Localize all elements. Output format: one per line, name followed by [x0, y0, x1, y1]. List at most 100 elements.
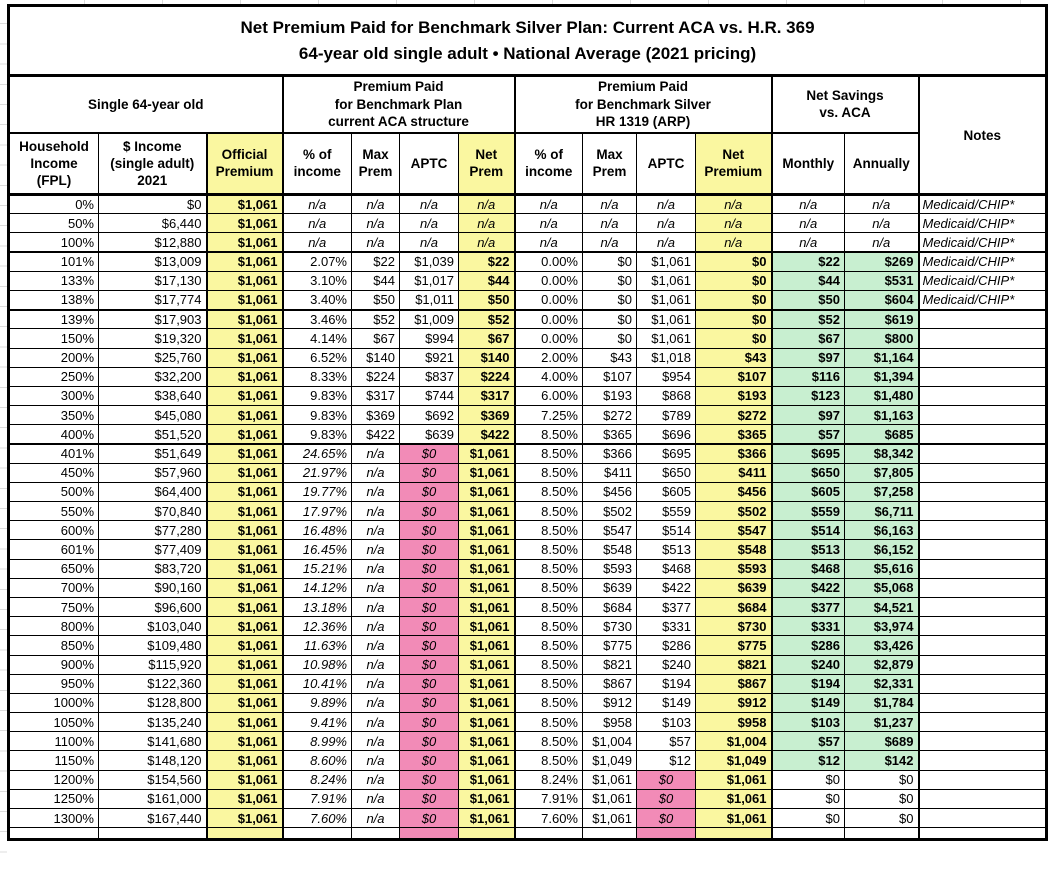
cell-fpl — [8, 827, 99, 841]
cell-arp-max-prem: $867 — [582, 673, 637, 694]
cell-arp-max-prem: $0 — [582, 289, 637, 311]
cell-aca-pct-income: 3.46% — [281, 309, 352, 330]
cell-arp-pct-income: 8.50% — [513, 635, 583, 656]
cell-arp-pct-income: 0.00% — [513, 251, 583, 272]
cell-arp-net-premium: $365 — [695, 424, 772, 445]
cell-arp-pct-income: 8.50% — [513, 462, 583, 483]
cell-savings-monthly: $0 — [770, 788, 845, 810]
cell-arp-pct-income: 8.50% — [513, 654, 583, 675]
cell-savings-monthly: $123 — [770, 385, 845, 407]
cell-savings-monthly: $650 — [770, 462, 845, 483]
cell-official-premium: $1,061 — [205, 577, 283, 598]
cell-aca-aptc: n/a — [399, 232, 459, 254]
cell-savings-annually: $1,163 — [844, 405, 919, 426]
cell-notes — [917, 731, 1048, 752]
cell-official-premium: $1,061 — [205, 788, 283, 810]
cell-fpl: 1250% — [8, 788, 99, 810]
table-row-200%: 200% $25,760 $1,061 6.52% $140 $921 $140 2.00% $… — [8, 347, 1048, 368]
cell-arp-aptc: $422 — [636, 577, 696, 598]
column-header-fpl: Household Income (FPL) — [8, 132, 99, 196]
table-row-1150%: 1150% $148,120 $1,061 8.60% n/a $0 $1,061 8.50%… — [8, 750, 1048, 771]
cell-notes — [917, 558, 1048, 579]
cell-aca-pct-income: 7.91% — [281, 788, 352, 810]
column-header-official-premium: Official Premium — [205, 132, 283, 196]
cell-aca-max-prem: n/a — [351, 500, 400, 522]
cell-official-premium: $1,061 — [205, 654, 283, 675]
cell-fpl: 900% — [8, 654, 99, 675]
cell-savings-annually: $269 — [844, 251, 919, 272]
cell-arp-pct-income — [513, 827, 583, 841]
table-row-133%: 133% $17,130 $1,061 3.10% $44 $1,017 $44 0.00% $… — [8, 270, 1048, 291]
cell-fpl: 1000% — [8, 692, 99, 714]
cell-arp-pct-income: 8.50% — [513, 558, 583, 579]
cell-savings-annually: $3,426 — [844, 635, 919, 656]
cell-aca-aptc: $0 — [399, 481, 459, 503]
cell-notes: Medicaid/CHIP* — [917, 213, 1048, 234]
cell-official-premium: $1,061 — [205, 635, 283, 656]
cell-aca-aptc: $994 — [399, 328, 459, 349]
cell-savings-annually: $619 — [844, 309, 919, 330]
cell-aca-pct-income: 21.97% — [281, 462, 352, 483]
cell-income: $83,720 — [98, 558, 207, 579]
table-row-350%: 350% $45,080 $1,061 9.83% $369 $692 $369 7.25% $… — [8, 405, 1048, 426]
cell-fpl: 300% — [8, 385, 99, 407]
cell-arp-net-premium: $0 — [695, 289, 772, 311]
cell-official-premium: $1,061 — [205, 807, 283, 829]
cell-arp-aptc: $789 — [636, 405, 696, 426]
cell-arp-pct-income: 6.00% — [513, 385, 583, 407]
cell-aca-max-prem: n/a — [351, 481, 400, 503]
table-row-250%: 250% $32,200 $1,061 8.33% $224 $837 $224 4.00% $… — [8, 366, 1048, 387]
cell-notes — [917, 692, 1048, 714]
cell-arp-pct-income: 0.00% — [513, 289, 583, 311]
cell-notes — [917, 827, 1048, 841]
cell-official-premium: $1,061 — [205, 328, 283, 349]
cell-official-premium: $1,061 — [205, 251, 283, 272]
cell-savings-monthly: $468 — [770, 558, 845, 579]
cell-aca-net-prem: $1,061 — [458, 462, 515, 483]
cell-aca-pct-income: 9.89% — [281, 692, 352, 714]
cell-aca-net-prem: $1,061 — [458, 807, 515, 829]
cell-aca-net-prem: $1,061 — [458, 520, 515, 541]
cell-fpl: 1300% — [8, 807, 99, 829]
cell-aca-pct-income: 15.21% — [281, 558, 352, 579]
cell-arp-pct-income: 0.00% — [513, 270, 583, 291]
cell-official-premium: $1,061 — [205, 481, 283, 503]
cell-aca-aptc: $0 — [399, 769, 459, 790]
cell-notes — [917, 788, 1048, 810]
cell-income: $115,920 — [98, 654, 207, 675]
cell-savings-annually: $800 — [844, 328, 919, 349]
cell-official-premium: $1,061 — [205, 712, 283, 733]
cell-notes — [917, 328, 1048, 349]
cell-notes — [917, 520, 1048, 541]
cell-aca-aptc: $1,009 — [399, 309, 459, 330]
cell-arp-max-prem: $548 — [582, 539, 637, 560]
cell-fpl: 550% — [8, 500, 99, 522]
table-row-1050%: 1050% $135,240 $1,061 9.41% n/a $0 $1,061 8.50%… — [8, 712, 1048, 733]
cell-savings-monthly: $57 — [770, 424, 845, 445]
cell-official-premium: $1,061 — [205, 443, 283, 464]
table-body: 0% $0 $1,061 n/a n/a n/a n/a n/a n/a n/a n/a n/a n/a… — [8, 193, 1048, 841]
column-header-aca-aptc: APTC — [399, 132, 459, 196]
cell-arp-aptc: $0 — [636, 807, 696, 829]
cell-official-premium: $1,061 — [205, 366, 283, 387]
cell-notes: Medicaid/CHIP* — [917, 193, 1048, 215]
cell-arp-aptc: $1,018 — [636, 347, 696, 368]
cell-income: $32,200 — [98, 366, 207, 387]
cell-fpl: 500% — [8, 481, 99, 503]
cell-savings-annually: $1,784 — [844, 692, 919, 714]
cell-aca-aptc: $0 — [399, 558, 459, 579]
cell-aca-pct-income: 4.14% — [281, 328, 352, 349]
cell-arp-net-premium: $547 — [695, 520, 772, 541]
table-row-101%: 101% $13,009 $1,061 2.07% $22 $1,039 $22 0.00% $… — [8, 251, 1048, 272]
cell-aca-pct-income: 7.60% — [281, 807, 352, 829]
cell-notes — [917, 405, 1048, 426]
cell-arp-pct-income: 8.50% — [513, 539, 583, 560]
cell-official-premium: $1,061 — [205, 309, 283, 330]
cell-income: $19,320 — [98, 328, 207, 349]
cell-aca-net-prem: n/a — [458, 193, 515, 215]
cell-arp-net-premium: $775 — [695, 635, 772, 656]
cell-savings-monthly: $12 — [770, 750, 845, 771]
cell-arp-net-premium: $1,004 — [695, 731, 772, 752]
column-header-notes: Notes — [917, 75, 1048, 196]
column-header-savings-monthly: Monthly — [770, 132, 845, 196]
